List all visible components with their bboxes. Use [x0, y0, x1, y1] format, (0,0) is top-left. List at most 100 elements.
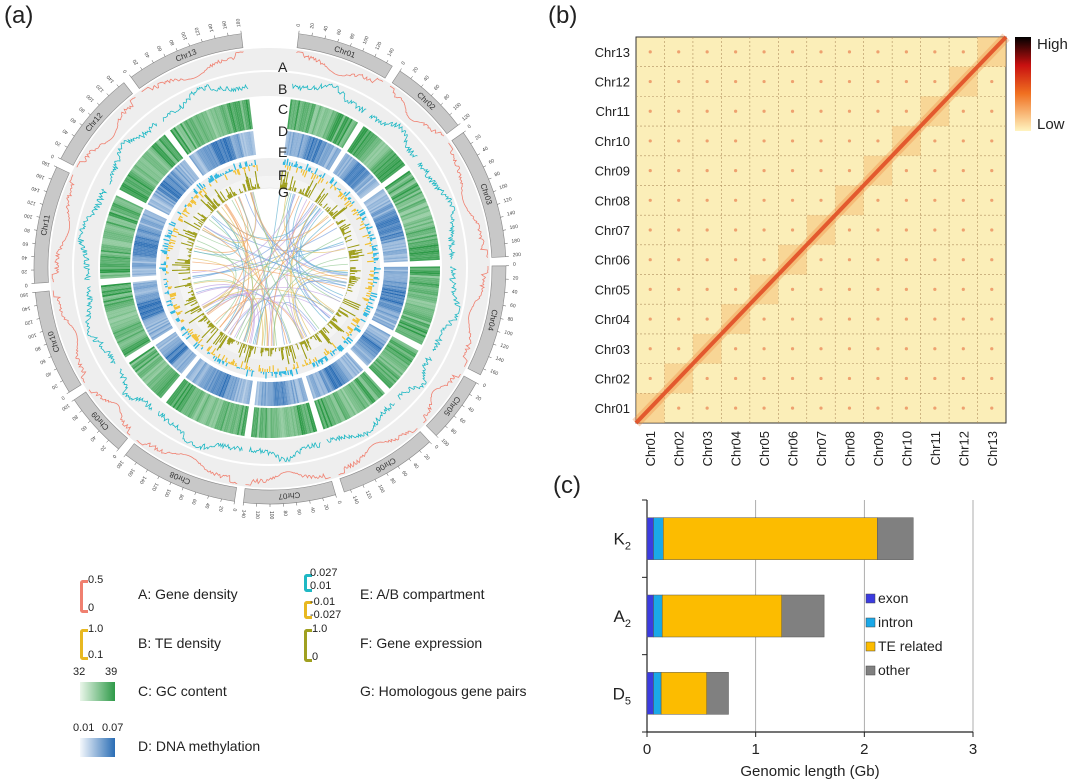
methylation-bin: [383, 272, 408, 275]
gc-content-bin: [230, 404, 240, 434]
gc-content-bin: [217, 401, 229, 431]
gc-content-bin: [333, 116, 350, 145]
gene-density-line: [423, 373, 461, 424]
gc-content-bin: [140, 156, 165, 178]
centromere-contact: [734, 228, 738, 232]
tick-label: 20: [474, 395, 482, 403]
compartment-bin: [369, 241, 371, 243]
gc-content-bin: [362, 372, 384, 396]
methylation-bin: [305, 375, 315, 399]
x-tick-label: 0: [643, 741, 651, 758]
compartment-bin: [302, 364, 304, 367]
expression-bin: [187, 290, 194, 294]
centromere-contact: [648, 139, 652, 143]
expression-bin: [342, 299, 360, 309]
tick-label: 60: [79, 424, 87, 432]
compartment-bin: [206, 346, 211, 352]
methylation-bin: [217, 373, 228, 397]
methylation-bin: [151, 195, 173, 210]
compartment-bin: [212, 355, 216, 359]
methylation-bin: [178, 353, 196, 373]
gc-content-bin: [293, 405, 300, 436]
centromere-contact: [847, 287, 852, 291]
expression-bin: [238, 188, 242, 194]
gc-content-bin: [157, 139, 179, 164]
centromere-contact: [990, 228, 994, 232]
gc-content-bin: [372, 362, 396, 385]
centromere-contact: [762, 228, 766, 232]
gc-content-bin: [396, 196, 425, 211]
track-letter-E: E: [278, 144, 287, 160]
gc-content-bin: [408, 287, 439, 295]
centromere-contact: [961, 376, 965, 381]
compartment-bin: [269, 366, 271, 372]
compartment-bin: [371, 243, 373, 245]
compartment-bin: [366, 226, 373, 230]
gc-content-bin: [237, 100, 245, 131]
methylation-bin: [226, 376, 235, 400]
compartment-bin: [370, 270, 374, 272]
tick-label: 60: [156, 44, 164, 52]
methylation-bin: [135, 292, 160, 300]
gc-content-bin: [305, 402, 316, 433]
homologous-gene-link: [192, 270, 253, 343]
compartment-bin: [325, 181, 329, 185]
methylation-bin: [291, 132, 299, 157]
methylation-bin: [198, 149, 212, 171]
methylation-bin: [157, 186, 179, 202]
methylation-bin: [235, 133, 244, 158]
centromere-contact: [904, 50, 908, 54]
gc-content-bin: [112, 321, 142, 335]
expression-bin: [254, 171, 259, 189]
compartment-bin: [195, 337, 199, 342]
methylation-bin: [136, 229, 161, 238]
methylation-bin: [306, 137, 316, 161]
expression-bin: [249, 345, 251, 349]
compartment-bin: [293, 164, 296, 167]
compartment-bin: [189, 200, 194, 204]
expression-bin: [349, 256, 359, 259]
centromere-contact: [847, 376, 852, 381]
gc-content-bin: [295, 100, 303, 131]
expression-bin: [294, 187, 297, 193]
gc-content-bin: [116, 328, 145, 344]
compartment-bin: [359, 212, 366, 217]
expression-bin: [327, 322, 329, 325]
compartment-bin: [299, 165, 302, 169]
tick-label: 100: [499, 183, 509, 191]
compartment-bin: [322, 357, 325, 359]
tick-label: 100: [60, 402, 70, 412]
expression-bin: [197, 212, 207, 220]
methylation-bin: [208, 370, 221, 393]
methylation-bin: [366, 194, 388, 209]
centromere-contact: [734, 347, 738, 351]
homologous-gene-link: [231, 199, 303, 340]
methylation-bin: [358, 180, 378, 197]
tick-label: 40: [467, 406, 475, 414]
gc-content-bin: [406, 295, 437, 304]
compartment-bin: [190, 199, 197, 206]
gc-content-bin: [102, 290, 133, 298]
methylation-bin: [383, 251, 408, 256]
compartment-bin: [302, 169, 306, 176]
gc-content-bin: [102, 239, 132, 247]
methylation-bin: [287, 380, 293, 405]
expression-bin: [291, 180, 296, 192]
tick-label: 180: [115, 459, 125, 469]
tick-label: 160: [221, 20, 228, 29]
expression-bin: [229, 186, 235, 197]
gc-content-bin: [366, 144, 389, 168]
methylation-bin: [241, 379, 248, 404]
compartment-bin: [348, 197, 352, 201]
gc-content-bin: [171, 128, 191, 154]
methylation-bin: [141, 216, 165, 227]
gc-content-bin: [306, 103, 317, 134]
centromere-contact: [762, 198, 766, 202]
gc-content-bin: [103, 234, 133, 242]
compartment-bin: [194, 334, 201, 341]
centromere-contact: [933, 198, 937, 202]
tick-label: 60: [488, 158, 496, 166]
centromere-contact: [961, 139, 965, 143]
expression-bin: [280, 347, 284, 361]
tick: [497, 203, 501, 205]
